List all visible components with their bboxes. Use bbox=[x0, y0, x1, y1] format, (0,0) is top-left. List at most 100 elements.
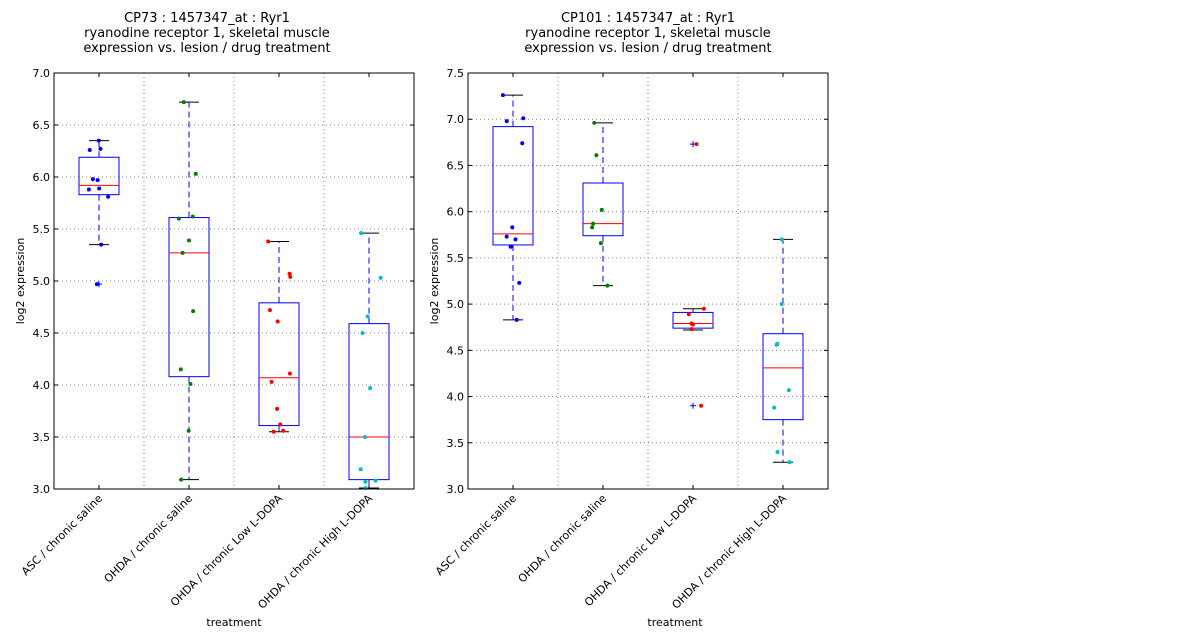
data-point bbox=[266, 239, 271, 244]
data-point bbox=[188, 381, 193, 386]
box-rect bbox=[78, 156, 120, 196]
data-point bbox=[287, 371, 292, 376]
y-tick-label: 6.0 bbox=[33, 171, 51, 184]
data-point bbox=[96, 138, 101, 143]
y-tick-label: 3.5 bbox=[33, 431, 51, 444]
x-tick-label: OHDA / chronic saline bbox=[516, 492, 610, 586]
data-point bbox=[191, 309, 196, 314]
data-point bbox=[97, 186, 102, 191]
data-point bbox=[500, 93, 505, 98]
x-axis-label: treatment bbox=[647, 616, 703, 629]
data-point bbox=[90, 177, 95, 182]
y-tick-label: 4.5 bbox=[33, 327, 51, 340]
data-point bbox=[359, 231, 364, 236]
data-point bbox=[774, 342, 779, 347]
data-point bbox=[287, 271, 292, 276]
box-1 bbox=[78, 138, 120, 288]
data-point bbox=[378, 275, 383, 280]
data-point bbox=[504, 119, 509, 124]
data-point bbox=[98, 146, 103, 151]
data-point bbox=[701, 306, 706, 311]
data-point bbox=[190, 214, 195, 219]
y-tick-label: 5.0 bbox=[33, 275, 51, 288]
data-point bbox=[180, 250, 185, 255]
data-point bbox=[358, 467, 363, 472]
data-point bbox=[365, 314, 370, 319]
data-point bbox=[786, 388, 791, 393]
y-tick-label: 7.5 bbox=[447, 67, 465, 80]
data-point bbox=[591, 221, 596, 226]
data-point bbox=[87, 147, 92, 152]
data-point bbox=[106, 194, 111, 199]
x-axis-label: treatment bbox=[206, 616, 262, 629]
box-rect bbox=[492, 126, 534, 246]
data-point bbox=[592, 120, 597, 125]
y-tick-label: 6.5 bbox=[447, 159, 465, 172]
y-tick-label: 5.0 bbox=[447, 298, 465, 311]
outlier-marker bbox=[690, 402, 696, 409]
data-point bbox=[513, 237, 518, 242]
data-point bbox=[362, 435, 367, 439]
y-tick-label: 4.5 bbox=[447, 344, 465, 357]
data-point bbox=[94, 282, 99, 287]
data-point bbox=[178, 367, 183, 372]
data-point bbox=[281, 428, 286, 433]
y-tick-label: 5.5 bbox=[447, 252, 465, 265]
data-point bbox=[605, 283, 610, 288]
data-point bbox=[186, 238, 191, 243]
plot-frame bbox=[467, 72, 829, 490]
data-point bbox=[517, 280, 522, 285]
data-point bbox=[275, 406, 280, 411]
x-tick-label: ASC / chronic saline bbox=[433, 492, 519, 578]
box-rect bbox=[168, 217, 210, 378]
y-tick-label: 3.5 bbox=[447, 437, 465, 450]
data-point bbox=[275, 319, 280, 324]
box-rect bbox=[762, 333, 804, 421]
chart-title-line: ryanodine receptor 1, skeletal muscle bbox=[525, 26, 771, 41]
data-point bbox=[278, 422, 283, 427]
y-tick-label: 3.0 bbox=[33, 483, 51, 496]
data-point bbox=[779, 237, 784, 242]
data-point bbox=[699, 403, 704, 408]
data-point bbox=[775, 450, 780, 455]
y-tick-label: 4.0 bbox=[33, 379, 51, 392]
box-4 bbox=[762, 237, 804, 465]
data-point bbox=[181, 100, 186, 105]
data-point bbox=[690, 322, 695, 327]
data-point bbox=[598, 241, 603, 246]
data-point bbox=[787, 460, 792, 465]
data-point bbox=[772, 405, 777, 410]
chart-title-line: ryanodine receptor 1, skeletal muscle bbox=[84, 26, 330, 41]
box-rect bbox=[582, 182, 624, 237]
y-tick-label: 7.0 bbox=[33, 67, 51, 80]
data-point bbox=[86, 187, 91, 192]
data-point bbox=[99, 242, 104, 247]
y-tick-label: 6.0 bbox=[447, 206, 465, 219]
data-point bbox=[176, 216, 181, 221]
data-point bbox=[521, 116, 526, 121]
y-tick-label: 3.0 bbox=[447, 483, 465, 496]
data-point bbox=[508, 244, 513, 249]
chart-title-line: expression vs. lesion / drug treatment bbox=[83, 41, 330, 56]
chart-title-line: expression vs. lesion / drug treatment bbox=[524, 41, 771, 56]
chart-title-line: CP73 : 1457347_at : Ryr1 bbox=[124, 11, 290, 26]
chart-title-line: CP101 : 1457347_at : Ryr1 bbox=[561, 11, 735, 26]
box-4 bbox=[348, 231, 390, 490]
data-point bbox=[363, 479, 368, 484]
y-tick-label: 6.5 bbox=[33, 119, 51, 132]
data-point bbox=[689, 327, 694, 332]
data-point bbox=[186, 428, 191, 433]
data-point bbox=[694, 142, 699, 147]
data-point bbox=[271, 429, 276, 434]
y-tick-label: 5.5 bbox=[33, 223, 51, 236]
data-point bbox=[267, 308, 272, 313]
data-point bbox=[590, 225, 595, 230]
x-tick-label: ASC / chronic saline bbox=[19, 492, 105, 578]
data-point bbox=[179, 477, 184, 482]
data-point bbox=[514, 317, 519, 322]
box-3 bbox=[258, 239, 300, 434]
data-point bbox=[288, 274, 293, 279]
